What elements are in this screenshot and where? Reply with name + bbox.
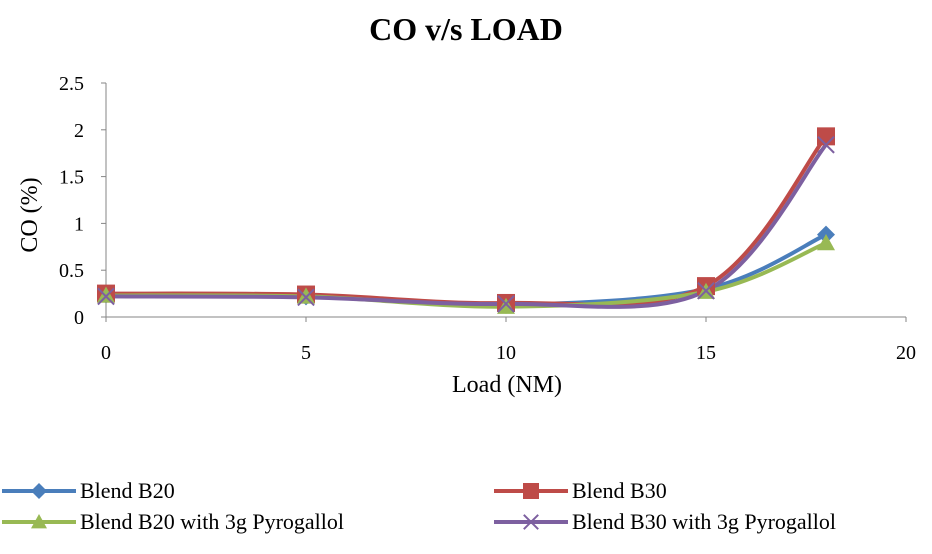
legend-item: Blend B30 (494, 478, 667, 503)
data-point-series-4 (497, 295, 515, 313)
legend-label: Blend B30 (572, 478, 667, 503)
legend-swatch-marker (523, 514, 539, 530)
x-tick-label: 15 (696, 342, 716, 364)
y-tick-label: 0.5 (59, 260, 84, 282)
series-line-2 (104, 134, 828, 307)
x-marker-stroke (817, 135, 835, 154)
legend-swatch-marker (31, 483, 47, 499)
x-tick-label: 10 (496, 342, 516, 364)
legend-label: Blend B20 (80, 478, 175, 503)
x-marker-stroke (497, 295, 515, 313)
y-tick-label: 2 (74, 120, 84, 142)
x-tick-label: 20 (896, 342, 916, 364)
y-tick-label: 2.5 (59, 73, 84, 95)
series-line-4 (104, 142, 828, 309)
data-point-series-4 (697, 281, 715, 300)
legend-swatch-marker (31, 514, 47, 529)
series-lines (104, 134, 828, 309)
x-marker-stroke (297, 288, 315, 307)
legend-item: Blend B20 with 3g Pyrogallol (2, 509, 344, 534)
data-point-series-2 (817, 127, 835, 146)
legend-item: Blend B30 with 3g Pyrogallol (494, 509, 836, 534)
x-tick-label: 0 (101, 342, 111, 364)
y-tick-label: 1.5 (59, 167, 84, 189)
y-axis-label: CO (%) (17, 177, 43, 252)
data-point-series-3 (497, 297, 515, 314)
legend-label: Blend B20 with 3g Pyrogallol (80, 509, 344, 534)
x-marker-stroke (523, 514, 539, 530)
data-point-series-4 (97, 287, 115, 306)
x-marker-stroke (97, 287, 115, 306)
x-marker-stroke (697, 281, 715, 300)
x-axis-label: Load (NM) (452, 372, 562, 398)
y-tick-label: 0 (74, 307, 84, 329)
legend: Blend B20 Blend B30 Blend B20 with 3g Pyro… (2, 478, 836, 534)
data-point-series-4 (297, 288, 315, 307)
y-tick-label: 1 (74, 213, 84, 235)
data-point-series-3 (297, 287, 315, 304)
legend-item: Blend B20 (2, 478, 175, 503)
axes: 0 0.5 1 1.5 2 2.5 0 5 10 15 20 (59, 73, 916, 364)
series-markers (97, 127, 835, 314)
data-point-series-3 (817, 234, 835, 251)
chart-title: CO v/s LOAD (369, 11, 563, 47)
legend-label: Blend B30 with 3g Pyrogallol (572, 509, 836, 534)
data-point-series-3 (97, 286, 115, 303)
legend-swatch-marker (523, 483, 539, 499)
data-point-series-4 (817, 135, 835, 154)
x-tick-label: 5 (301, 342, 311, 364)
